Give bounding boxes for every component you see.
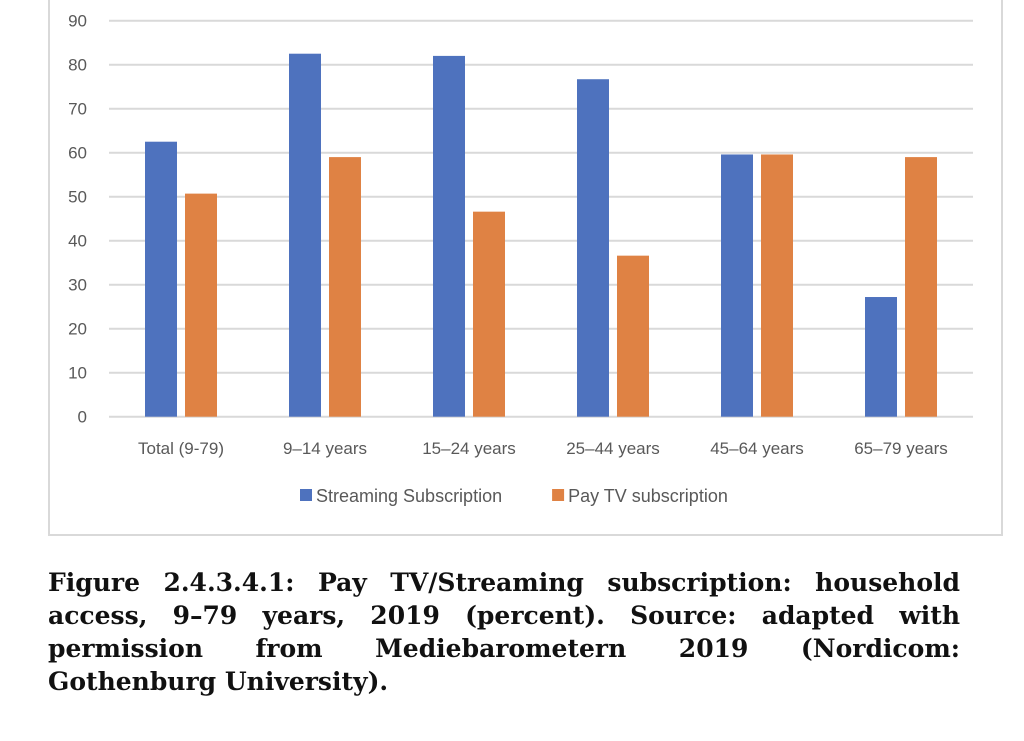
bar-paytv [473,211,505,417]
bar-streaming [145,141,177,417]
y-tick-label: 90 [68,12,87,31]
bar-streaming [289,53,321,417]
y-tick-label: 0 [78,408,87,427]
legend-label: Pay TV subscription [568,486,728,506]
y-tick-label: 60 [68,144,87,163]
bar-streaming [865,297,897,417]
y-tick-label: 80 [68,56,87,75]
y-tick-label: 10 [68,364,87,383]
bar-paytv [761,154,793,417]
bar-paytv [185,193,217,417]
legend-label: Streaming Subscription [316,486,502,506]
y-tick-label: 30 [68,276,87,295]
y-tick-label: 40 [68,232,87,251]
x-tick-label: 25–44 years [566,439,660,458]
x-tick-label: 65–79 years [854,439,948,458]
figure-caption: Figure 2.4.3.4.1: Pay TV/Streaming subsc… [48,568,960,696]
y-tick-label: 70 [68,100,87,119]
bar-paytv [329,157,361,417]
bar-chart: 0 10 20 30 40 50 60 70 80 90 Total (9-79) 9–14 year… [68,12,973,506]
x-tick-label: 9–14 years [283,439,367,458]
bar-streaming [433,55,465,417]
bar-paytv [905,157,937,417]
y-tick-label: 20 [68,320,87,339]
x-tick-label: 45–64 years [710,439,804,458]
chart-frame [48,0,1003,536]
y-tick-label: 50 [68,188,87,207]
legend-swatch [552,489,565,501]
legend-swatch [300,489,312,501]
x-tick-label: 15–24 years [422,439,516,458]
bar-streaming [577,79,609,417]
bar-streaming [721,154,753,417]
x-tick-label: Total (9-79) [138,439,224,458]
bar-paytv [617,255,649,417]
